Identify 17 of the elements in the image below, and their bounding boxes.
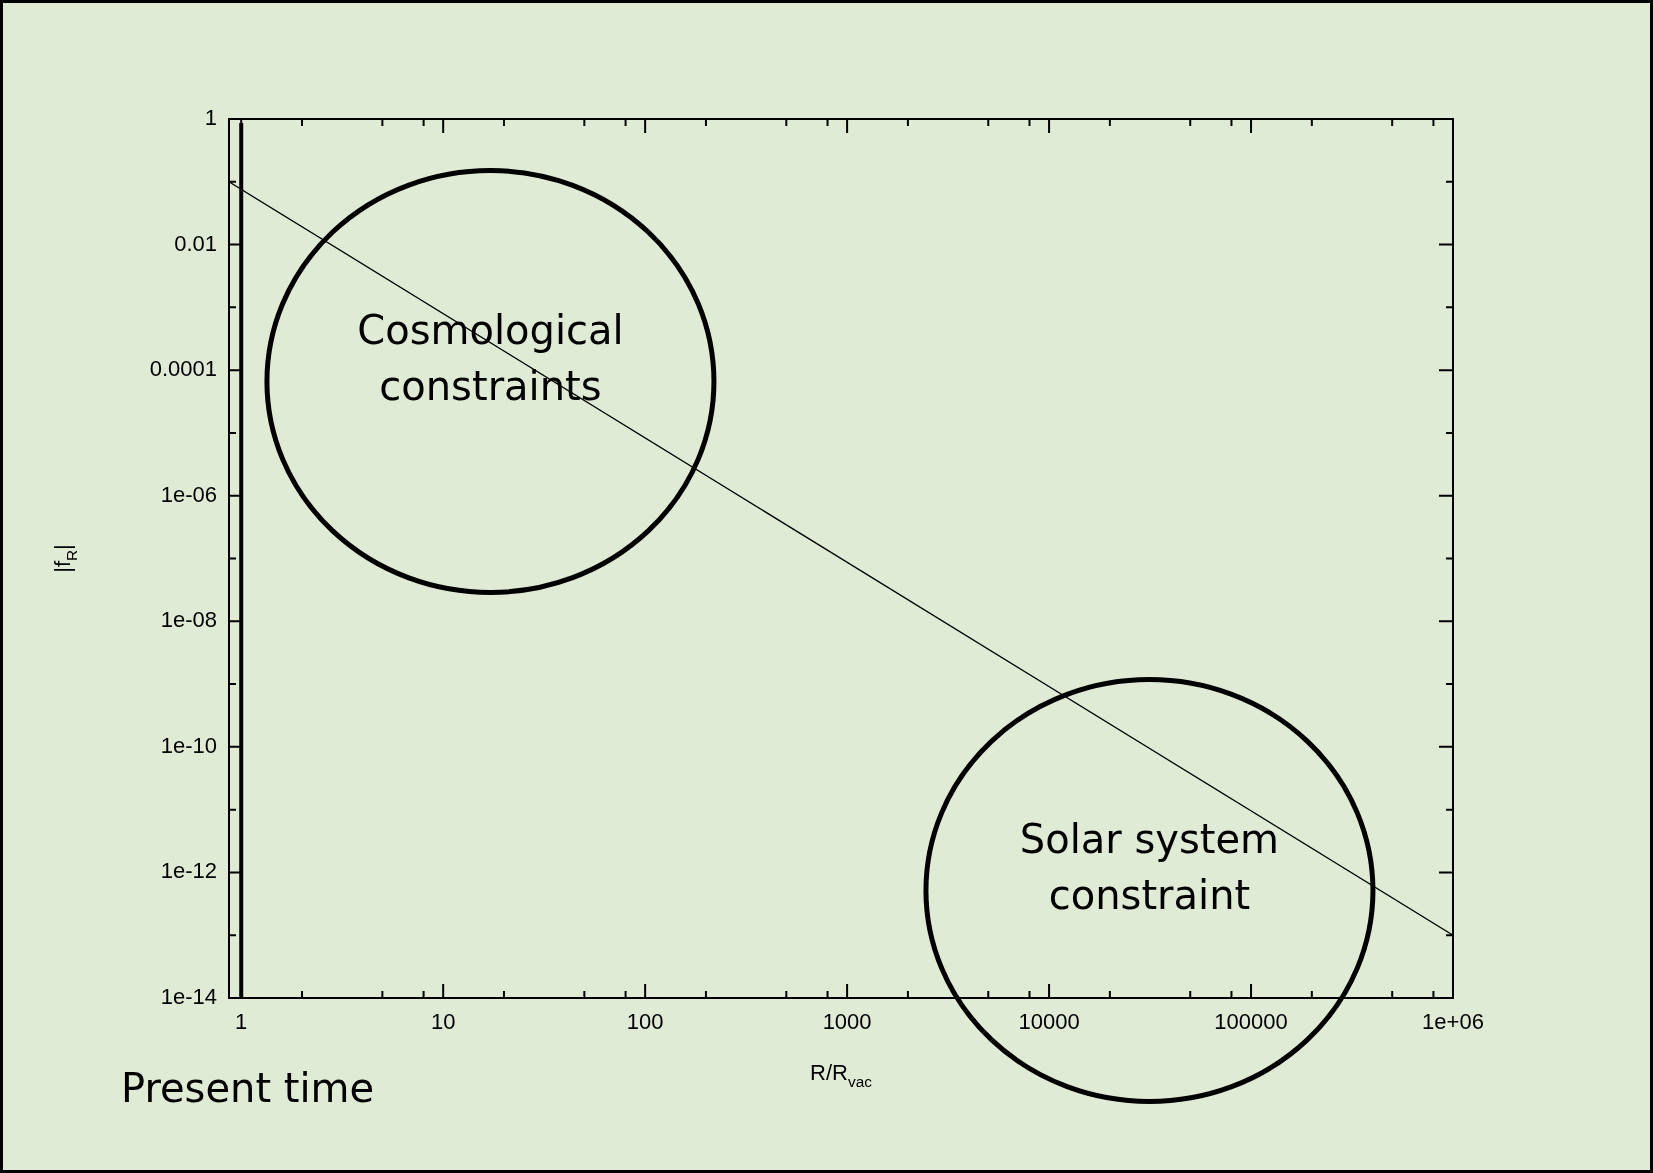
y-tick-label: 1 <box>204 105 217 131</box>
x-tick-label: 1 <box>235 1009 248 1035</box>
x-tick-label: 10 <box>430 1009 456 1035</box>
annotation: Solar system constraint <box>1019 815 1280 918</box>
y-tick-label: 1e-10 <box>160 732 217 758</box>
y-tick-label: 0.01 <box>174 230 217 256</box>
y-axis-title: |fR| <box>50 544 80 573</box>
y-tick-label: 1e-06 <box>160 481 217 507</box>
x-tick-label: 100 <box>626 1009 664 1035</box>
y-tick-label: 1e-08 <box>160 607 217 633</box>
x-tick-label: 1e+06 <box>1422 1009 1484 1035</box>
y-tick-label: 0.0001 <box>149 356 217 382</box>
x-tick-label: 1000 <box>822 1009 872 1035</box>
x-tick-label: 100000 <box>1214 1009 1288 1035</box>
y-tick-label: 1e-14 <box>160 984 217 1010</box>
y-tick-label: 1e-12 <box>160 858 217 884</box>
x-tick-label: 10000 <box>1018 1009 1080 1035</box>
